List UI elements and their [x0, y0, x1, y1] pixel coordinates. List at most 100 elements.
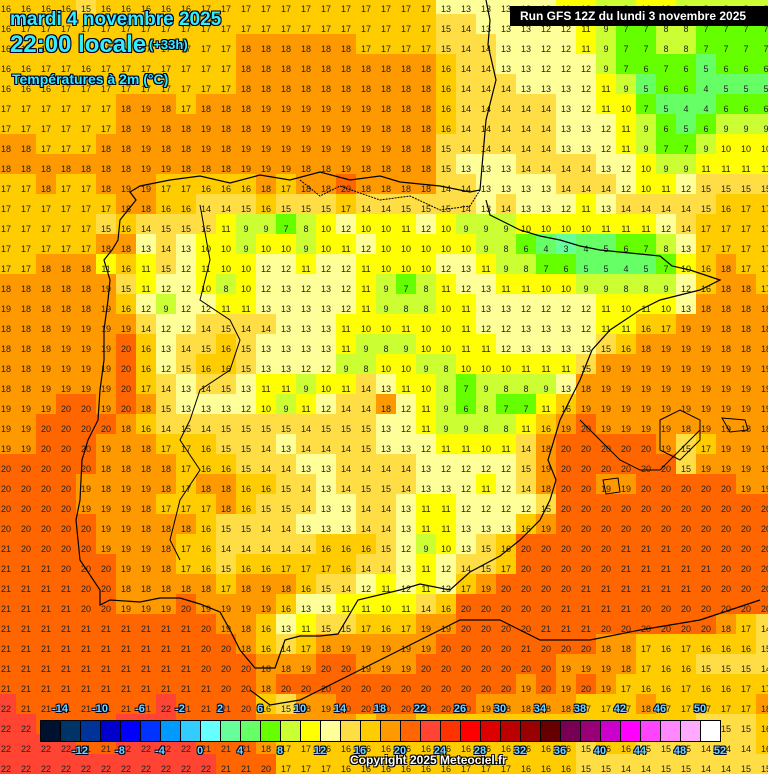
grid-cell	[636, 274, 656, 294]
grid-cell	[536, 274, 556, 294]
grid-cell	[676, 54, 696, 74]
grid-cell	[396, 14, 416, 34]
grid-cell	[0, 134, 16, 154]
grid-cell	[276, 114, 296, 134]
grid-cell	[116, 174, 136, 194]
grid-cell	[236, 34, 256, 54]
grid-cell	[476, 134, 496, 154]
grid-cell	[696, 94, 716, 114]
grid-cell	[576, 94, 596, 114]
grid-cell	[676, 114, 696, 134]
grid-cell	[16, 254, 36, 274]
grid-cell	[176, 14, 196, 34]
grid-cell	[576, 334, 596, 354]
colorbar-swatch	[341, 721, 361, 741]
grid-cell	[556, 194, 576, 214]
grid-cell	[436, 114, 456, 134]
grid-cell	[296, 354, 316, 374]
grid-cell	[396, 274, 416, 294]
grid-cell	[356, 354, 376, 374]
grid-cell	[216, 94, 236, 114]
grid-cell	[416, 154, 436, 174]
grid-cell	[516, 314, 536, 334]
grid-cell	[576, 314, 596, 334]
grid-cell	[236, 334, 256, 354]
grid-cell	[0, 354, 16, 374]
grid-cell	[176, 314, 196, 334]
grid-cell	[436, 134, 456, 154]
grid-cell	[456, 314, 476, 334]
grid-cell	[0, 114, 16, 134]
grid-cell	[636, 94, 656, 114]
grid-cell	[176, 214, 196, 234]
grid-cell	[576, 174, 596, 194]
grid-cell	[756, 214, 768, 234]
grid-cell	[256, 0, 276, 14]
grid-cell	[196, 134, 216, 154]
grid-cell	[416, 114, 436, 134]
grid-cell	[36, 254, 56, 274]
grid-cell	[0, 194, 16, 214]
forecast-time: 22:00 locale	[10, 31, 147, 58]
grid-cell	[256, 94, 276, 114]
grid-cell	[756, 54, 768, 74]
grid-cell	[96, 0, 116, 14]
grid-cell	[356, 154, 376, 174]
grid-cell	[456, 34, 476, 54]
colorbar-swatch	[661, 721, 681, 741]
grid-cell	[496, 34, 516, 54]
grid-cell	[596, 214, 616, 234]
grid-cell	[156, 354, 176, 374]
grid-cell	[296, 234, 316, 254]
grid-cell	[696, 114, 716, 134]
grid-cell	[76, 294, 96, 314]
grid-cell	[396, 194, 416, 214]
grid-cell	[436, 354, 456, 374]
grid-cell	[616, 154, 636, 174]
grid-cell	[356, 54, 376, 74]
grid-cell	[636, 254, 656, 274]
grid-cell	[716, 94, 736, 114]
grid-cell	[296, 254, 316, 274]
grid-cell	[336, 34, 356, 54]
grid-cell	[256, 234, 276, 254]
grid-cell	[736, 54, 756, 74]
grid-cell	[416, 54, 436, 74]
grid-cell	[436, 214, 456, 234]
grid-cell	[396, 294, 416, 314]
colorbar-swatch	[201, 721, 221, 741]
grid-cell	[236, 214, 256, 234]
grid-cell	[176, 334, 196, 354]
grid-cell	[376, 274, 396, 294]
colorbar-swatch	[581, 721, 601, 741]
grid-cell	[376, 94, 396, 114]
grid-cell	[36, 54, 56, 74]
grid-cell	[556, 114, 576, 134]
grid-cell	[216, 354, 236, 374]
grid-cell	[256, 194, 276, 214]
grid-cell	[56, 214, 76, 234]
grid-cell	[356, 94, 376, 114]
grid-cell	[496, 274, 516, 294]
grid-cell	[136, 354, 156, 374]
grid-cell	[76, 54, 96, 74]
grid-cell	[676, 194, 696, 214]
grid-cell	[556, 234, 576, 254]
grid-cell	[136, 14, 156, 34]
grid-cell	[36, 114, 56, 134]
grid-cell	[496, 154, 516, 174]
grid-cell	[536, 214, 556, 234]
grid-cell	[96, 134, 116, 154]
grid-cell	[156, 194, 176, 214]
grid-cell	[236, 254, 256, 274]
grid-cell	[16, 294, 36, 314]
grid-cell	[716, 74, 736, 94]
grid-cell	[236, 274, 256, 294]
grid-cell	[336, 234, 356, 254]
grid-cell	[696, 54, 716, 74]
grid-cell	[316, 314, 336, 334]
grid-cell	[76, 234, 96, 254]
grid-cell	[16, 14, 36, 34]
grid-cell	[0, 54, 16, 74]
grid-cell	[96, 214, 116, 234]
